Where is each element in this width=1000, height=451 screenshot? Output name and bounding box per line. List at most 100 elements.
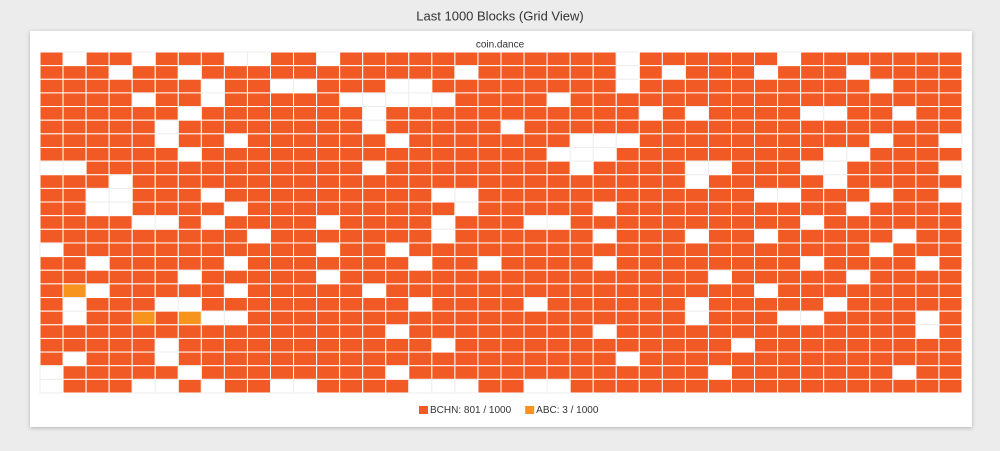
block-cell (108, 337, 133, 353)
block-cell (154, 297, 179, 312)
block-cell (108, 242, 133, 258)
block-cell (569, 160, 594, 176)
block-cell (523, 187, 548, 203)
block-cell (62, 242, 87, 258)
block-cell (523, 256, 548, 271)
block-cell (270, 78, 295, 94)
block-cell (131, 324, 156, 339)
block-cell (177, 228, 202, 244)
block-cell (754, 351, 779, 367)
block-cell (892, 365, 917, 380)
block-cell (569, 242, 594, 258)
block-cell (823, 242, 848, 258)
block-cell (62, 174, 87, 189)
block-cell (39, 133, 64, 148)
block-cell (592, 256, 617, 271)
block-cell (500, 201, 525, 217)
block-cell (569, 51, 594, 67)
block-cell (154, 106, 179, 121)
block-cell (200, 78, 225, 94)
block-cell (731, 242, 756, 258)
block-cell (684, 160, 709, 176)
block-cell (661, 351, 686, 367)
block-cell (246, 283, 271, 299)
block-cell (362, 146, 387, 162)
block-cell (339, 65, 364, 80)
block-cell (707, 106, 733, 121)
block-cell (731, 187, 756, 203)
block-cell (523, 365, 548, 380)
block-cell (177, 160, 202, 176)
block-cell (684, 106, 709, 121)
block-cell (892, 378, 917, 394)
block-cell (569, 256, 594, 271)
block-cell (362, 174, 387, 189)
block-cell (707, 228, 733, 244)
block-cell (385, 297, 410, 312)
block-cell (938, 65, 963, 80)
chart-subtitle: coin.dance (476, 40, 525, 51)
block-cell (108, 174, 133, 189)
block-cell (523, 92, 548, 108)
block-cell (638, 378, 663, 394)
block-cell (707, 256, 733, 271)
block-cell (592, 228, 617, 244)
block-cell (85, 215, 110, 230)
block-cell (546, 324, 571, 339)
block-cell (569, 351, 594, 367)
block-cell (131, 283, 156, 299)
block-cell (546, 378, 571, 394)
block-cell (270, 201, 295, 217)
block-cell (615, 215, 640, 230)
block-cell (316, 187, 341, 203)
block-cell (270, 174, 295, 189)
block-cell (707, 201, 733, 217)
block-cell (85, 256, 110, 271)
block-cell (754, 242, 779, 258)
block-cell (408, 146, 433, 162)
block-cell (200, 201, 225, 217)
block-cell (62, 215, 87, 230)
block-cell (615, 337, 640, 353)
block-cell (892, 256, 917, 271)
block-cell (569, 365, 594, 380)
block-cell (362, 51, 387, 67)
block-cell (846, 242, 871, 258)
block-cell (869, 324, 894, 339)
block-cell (293, 269, 318, 285)
block-cell (339, 78, 364, 94)
block-cell (454, 283, 479, 299)
block-cell (362, 256, 387, 271)
block-cell (200, 106, 225, 121)
block-cell (707, 92, 733, 108)
block-cell (62, 51, 87, 67)
block-cell (62, 337, 87, 353)
block-cell (938, 310, 963, 326)
block-cell (592, 351, 617, 367)
block-cell (638, 283, 663, 299)
block-cell (754, 337, 779, 353)
block-cell (408, 215, 433, 230)
block-cell (731, 146, 756, 162)
block-cell (200, 119, 225, 135)
block-cell (915, 269, 940, 285)
block-cell (200, 378, 225, 394)
block-cell (177, 78, 202, 94)
block-cell (661, 297, 686, 312)
block-cell (777, 160, 802, 176)
block-cell (661, 174, 686, 189)
block-cell (500, 187, 525, 203)
block-cell (823, 78, 848, 94)
block-cell (246, 51, 271, 67)
block-cell (362, 324, 387, 339)
block-cell (823, 133, 848, 148)
block-cell (385, 160, 410, 176)
block-cell (823, 297, 848, 312)
block-cell (316, 378, 341, 394)
block-cell (592, 242, 617, 258)
block-cell (869, 65, 894, 80)
block-cell (938, 92, 963, 108)
block-cell (385, 269, 410, 285)
block-cell (523, 378, 548, 394)
block-cell (85, 324, 110, 339)
